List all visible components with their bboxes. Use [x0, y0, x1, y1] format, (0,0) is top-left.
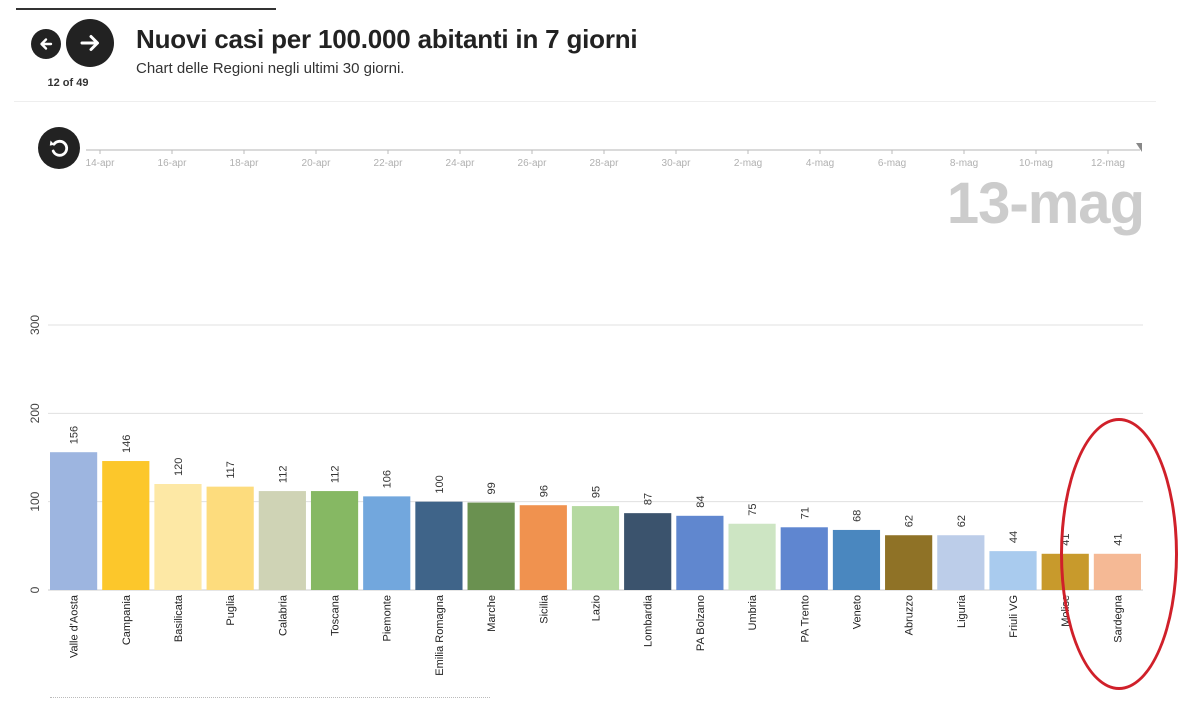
bar-value-label: 112	[330, 466, 342, 484]
bar-value-label: 96	[538, 485, 550, 497]
timeline-tick-label[interactable]: 14-apr	[86, 158, 115, 169]
bar-value-label: 87	[643, 493, 655, 505]
bar-value-label: 100	[434, 475, 446, 493]
footer-dotted-rule	[50, 697, 490, 699]
x-category-label: Toscana	[330, 594, 342, 636]
y-tick-label: 300	[28, 315, 42, 335]
timeline-tick-label[interactable]: 28-apr	[590, 158, 620, 169]
timeline-tick-label[interactable]: 6-mag	[878, 158, 906, 169]
timeline-tick-label[interactable]: 8-mag	[950, 158, 978, 169]
bar-chart: 0 100 200 300 156 Valle d'Aosta 146 Campania 120…	[28, 315, 1143, 676]
next-button[interactable]	[66, 19, 114, 67]
x-category-label: Valle d'Aosta	[69, 594, 81, 658]
highlight-circle	[1060, 418, 1178, 690]
current-date: 13-mag	[946, 171, 1145, 236]
bar-piemonte[interactable]	[363, 496, 411, 590]
timeline-handle[interactable]	[1136, 143, 1142, 152]
timeline-tick-label[interactable]: 10-mag	[1019, 158, 1053, 169]
bar-lombardia[interactable]	[624, 513, 672, 590]
slide-counter: 12 of 49	[47, 77, 89, 89]
timeline-tick-label[interactable]: 12-mag	[1091, 158, 1125, 169]
bar-value-label: 146	[121, 435, 133, 453]
x-category-label: Sicilia	[538, 594, 550, 624]
bar-emilia-romagna[interactable]	[415, 501, 463, 590]
x-category-label: Basilicata	[173, 594, 185, 642]
bar-value-label: 62	[904, 515, 916, 527]
bar-value-label: 156	[69, 426, 81, 444]
page-subtitle: Chart delle Regioni negli ultimi 30 gior…	[136, 60, 405, 77]
timeline-tick-label[interactable]: 2-mag	[734, 158, 762, 169]
timeline-tick-label[interactable]: 16-apr	[158, 158, 188, 169]
bar-friuli-vg[interactable]	[989, 551, 1037, 590]
x-category-label: Puglia	[225, 594, 237, 625]
previous-button[interactable]	[31, 29, 61, 59]
x-category-label: Friuli VG	[1008, 595, 1020, 638]
timeline-tick-label[interactable]: 30-apr	[662, 158, 692, 169]
bar-lazio[interactable]	[571, 506, 620, 590]
x-category-label: Lazio	[591, 595, 603, 621]
x-category-label: Piemonte	[382, 595, 394, 641]
top-rule	[16, 8, 276, 10]
bar-pa-bolzano[interactable]	[676, 515, 724, 590]
bar-campania[interactable]	[102, 461, 150, 590]
x-category-label: PA Bolzano	[695, 595, 707, 651]
bar-calabria[interactable]	[258, 491, 306, 590]
y-tick-label: 100	[28, 491, 42, 511]
timeline-tick-label[interactable]: 26-apr	[518, 158, 548, 169]
bar-value-label: 62	[956, 515, 968, 527]
bar-value-label: 120	[173, 458, 185, 476]
replay-button[interactable]	[38, 127, 80, 169]
x-category-label: PA Trento	[799, 595, 811, 643]
timeline-tick-label[interactable]: 18-apr	[230, 158, 260, 169]
bar-value-label: 84	[695, 496, 707, 508]
x-category-label: Emilia Romagna	[434, 594, 446, 676]
bar-puglia[interactable]	[206, 486, 254, 590]
timeline-tick-label[interactable]: 24-apr	[446, 158, 476, 169]
bar-value-label: 117	[225, 461, 237, 479]
bar-value-label: 68	[851, 510, 863, 522]
arrow-right-icon	[80, 35, 99, 51]
replay-icon	[49, 139, 69, 157]
x-category-label: Umbria	[747, 594, 759, 630]
x-category-label: Lombardia	[643, 594, 655, 647]
bar-basilicata[interactable]	[154, 484, 202, 590]
y-tick-label: 0	[28, 586, 42, 593]
bar-value-label: 75	[747, 504, 759, 516]
timeline-tick-label[interactable]: 4-mag	[806, 158, 834, 169]
bar-toscana[interactable]	[310, 491, 359, 590]
bar-veneto[interactable]	[832, 529, 881, 590]
timeline-slider[interactable]: 14-apr 16-apr 18-apr 20-apr 22-apr 24-apr 26-a…	[86, 140, 1146, 180]
bar-liguria[interactable]	[937, 535, 985, 590]
x-category-label: Liguria	[956, 594, 968, 628]
x-category-label: Abruzzo	[904, 595, 916, 635]
x-category-label: Marche	[486, 595, 498, 632]
bar-value-label: 106	[382, 470, 394, 488]
page-title: Nuovi casi per 100.000 abitanti in 7 gio…	[136, 24, 638, 54]
y-tick-label: 200	[28, 403, 42, 423]
bar-marche[interactable]	[467, 502, 515, 590]
arrow-left-icon	[40, 38, 53, 50]
timeline-tick-label[interactable]: 22-apr	[374, 158, 404, 169]
bar-value-label: 99	[486, 482, 498, 494]
bar-value-label: 44	[1008, 531, 1020, 543]
bar-value-label: 95	[591, 486, 603, 498]
header-divider	[14, 101, 1156, 102]
bar-sicilia[interactable]	[519, 505, 567, 590]
bar-valle-d-aosta[interactable]	[50, 452, 98, 590]
bar-abruzzo[interactable]	[885, 535, 933, 590]
bar-umbria[interactable]	[728, 523, 776, 590]
bar-value-label: 71	[799, 507, 811, 519]
x-category-label: Calabria	[277, 594, 289, 636]
x-category-label: Campania	[121, 594, 133, 645]
timeline-tick-label[interactable]: 20-apr	[302, 158, 332, 169]
bar-pa-trento[interactable]	[780, 527, 828, 590]
x-category-label: Veneto	[851, 595, 863, 629]
bar-value-label: 112	[277, 466, 289, 484]
